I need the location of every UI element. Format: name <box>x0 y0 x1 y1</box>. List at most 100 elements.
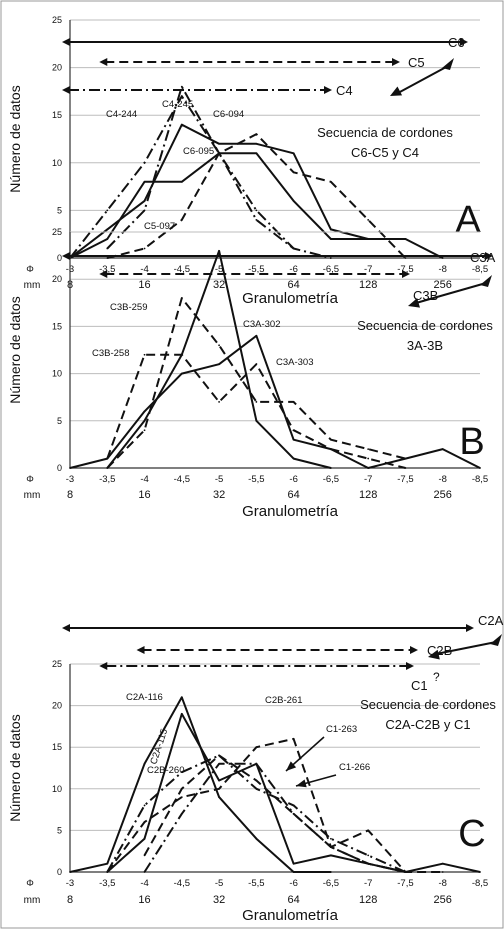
x-axis-title: Granulometría <box>242 290 339 307</box>
data-point <box>255 219 258 221</box>
data-point <box>367 448 370 451</box>
data-point <box>292 737 295 740</box>
x-phi-tick-label: -5,5 <box>248 264 264 275</box>
data-point <box>143 804 146 807</box>
x-phi-tick-label: -4,5 <box>174 474 190 485</box>
data-point <box>180 787 183 790</box>
data-point <box>367 457 370 460</box>
x-phi-tick-label: -4 <box>140 878 148 889</box>
data-point <box>180 297 183 299</box>
x-phi-tick-label: -8 <box>439 878 447 889</box>
data-point <box>330 837 332 840</box>
sequence-arrow-line <box>397 65 449 94</box>
x-phi-tick-label: -8,5 <box>472 878 488 889</box>
data-point <box>106 209 109 212</box>
x-phi-tick-label: -4 <box>140 474 148 485</box>
panel-subtitle-line1: Secuencia de cordones <box>357 318 493 333</box>
x-phi-tick-label: -7,5 <box>397 878 413 889</box>
data-point <box>143 247 146 250</box>
range-label-suffix: ? <box>433 670 440 684</box>
data-point <box>255 746 258 749</box>
x-phi-tick-label: -6,5 <box>323 474 339 485</box>
data-point <box>292 429 295 432</box>
data-point <box>143 429 146 432</box>
data-point <box>255 142 258 145</box>
x-mm-tick-label: 256 <box>434 489 452 501</box>
sequence-arrow-tail <box>480 275 492 287</box>
data-point <box>330 854 332 857</box>
sequence-arrow-line <box>435 641 497 655</box>
sequence-arrow-line <box>415 282 487 304</box>
x-phi-tick-label: -3,5 <box>99 878 115 889</box>
data-point <box>180 372 183 375</box>
series-label: C6-095 <box>183 146 214 157</box>
x-phi-axis-label: Φ <box>26 878 34 889</box>
x-phi-tick-label: -8 <box>439 474 447 485</box>
data-point <box>367 854 370 857</box>
data-point <box>292 812 295 815</box>
data-point <box>330 871 332 873</box>
series-label: C3A-302 <box>243 319 281 330</box>
x-phi-tick-label: -4,5 <box>174 878 190 889</box>
y-tick-label: 10 <box>52 369 62 379</box>
data-point <box>292 401 295 403</box>
data-point <box>69 871 71 873</box>
y-tick-label: 20 <box>52 701 62 711</box>
range-label: C1 <box>411 678 428 693</box>
x-phi-tick-label: -6 <box>289 474 297 485</box>
data-point <box>218 796 220 799</box>
range-arrow-head <box>460 38 468 46</box>
y-tick-label: 25 <box>52 15 62 25</box>
data-point <box>367 829 370 832</box>
x-phi-tick-label: -4,5 <box>174 264 190 275</box>
y-tick-label: 15 <box>52 110 62 120</box>
data-point <box>404 238 407 240</box>
data-point <box>255 334 258 337</box>
data-point <box>479 871 481 873</box>
x-mm-tick-label: 128 <box>359 489 377 501</box>
data-point <box>180 713 183 715</box>
series-label: C6-094 <box>213 109 244 120</box>
x-phi-axis-label: Φ <box>26 264 34 275</box>
y-tick-label: 0 <box>57 867 62 877</box>
range-arrow-head <box>99 58 108 66</box>
x-mm-tick-label: 128 <box>359 279 377 291</box>
range-label: C3A <box>470 250 496 265</box>
series-label: C1-266 <box>339 762 370 773</box>
panel-subtitle-line1: Secuencia de cordones <box>360 697 496 712</box>
data-point <box>330 228 332 231</box>
data-point <box>143 353 146 356</box>
panel-subtitle-line2: 3A-3B <box>407 338 443 353</box>
data-point <box>255 363 258 366</box>
series-label: C3B-259 <box>110 302 148 313</box>
data-point <box>404 467 407 469</box>
range-arrow-head <box>324 86 332 94</box>
data-point <box>106 247 109 250</box>
y-tick-label: 0 <box>57 253 62 263</box>
data-point <box>255 133 258 136</box>
x-mm-axis-label: mm <box>24 490 41 501</box>
x-phi-tick-label: -6 <box>289 264 297 275</box>
range-label: C6 <box>448 35 465 50</box>
y-tick-label: 20 <box>52 274 62 284</box>
data-point <box>106 228 109 231</box>
y-tick-label: 10 <box>52 158 62 168</box>
x-mm-tick-label: 16 <box>138 489 150 501</box>
range-arrow-head <box>99 270 108 278</box>
x-phi-axis-label: Φ <box>26 474 34 485</box>
data-point <box>441 871 444 873</box>
data-point <box>441 448 444 451</box>
range-label: C2A <box>478 613 504 628</box>
x-phi-tick-label: -8 <box>439 264 447 275</box>
series-label: C1-263 <box>326 724 357 735</box>
x-phi-tick-label: -5 <box>215 264 223 275</box>
y-tick-label: 5 <box>57 825 62 835</box>
data-point <box>143 209 146 212</box>
data-point <box>69 467 71 469</box>
chart-panel-a: 0510152025-3-3,5-4-4,5-5-5,5-6-6,5-7-7,5… <box>7 15 488 307</box>
series-line-c3b-259 <box>106 297 406 469</box>
data-point <box>255 837 258 840</box>
data-point <box>330 448 332 451</box>
x-mm-tick-label: 16 <box>138 279 150 291</box>
x-phi-tick-label: -6 <box>289 878 297 889</box>
